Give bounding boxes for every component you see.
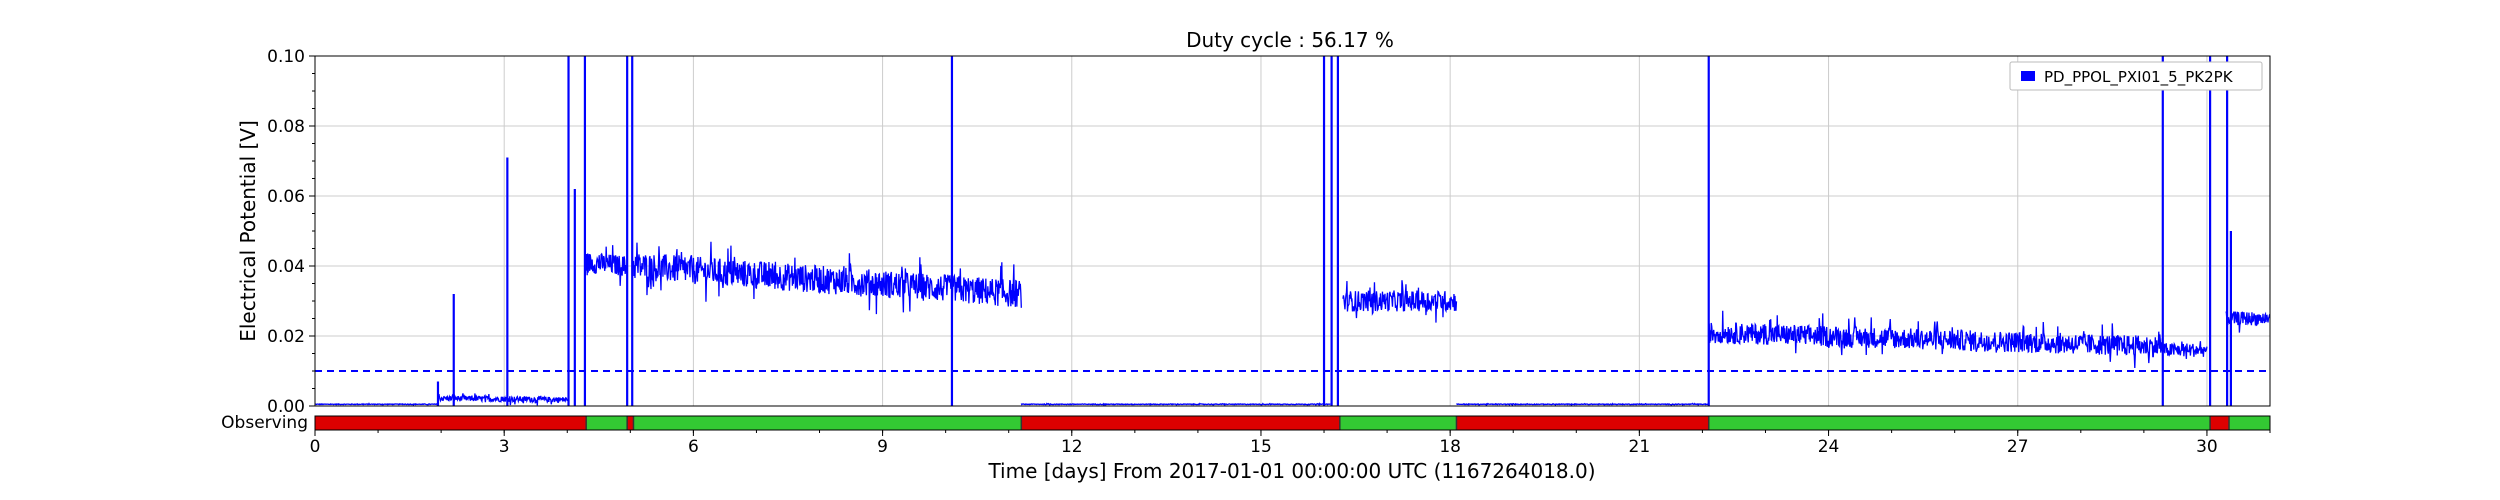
x-tick-label: 30 (2196, 437, 2218, 457)
y-axis-label: Electrical Potential [V] (236, 120, 260, 342)
state-segment-on (586, 416, 628, 430)
state-segment-on (633, 416, 1022, 430)
plot-area (314, 56, 2271, 407)
x-axis: 0 3 6 9 12 15 18 21 24 27 30 (310, 430, 2271, 457)
state-segment-off (1021, 416, 1340, 430)
state-bar (314, 415, 2271, 431)
series-line-segment (2162, 341, 2208, 359)
x-tick-label: 9 (877, 437, 888, 457)
state-bar-label: Observing (221, 413, 308, 433)
x-tick-label: 12 (1061, 437, 1083, 457)
x-tick-label: 21 (1629, 437, 1651, 457)
state-segment-off (2210, 416, 2230, 430)
state-segment-off (627, 416, 634, 430)
series-line-segment (1020, 402, 1331, 407)
plot-frame (314, 55, 2271, 407)
y-tick-label: 0.10 (267, 47, 305, 67)
legend-swatch (2021, 71, 2035, 81)
y-axis: 0.00 0.02 0.04 0.06 0.08 0.10 (267, 47, 315, 417)
state-segment-on (2229, 416, 2270, 430)
series-line-segment (632, 241, 1022, 315)
x-tick-label: 3 (499, 437, 510, 457)
series-line-segment (585, 245, 628, 286)
state-bar-frame (314, 415, 2271, 431)
x-tick-label: 15 (1250, 437, 1272, 457)
series-line-segment (2225, 311, 2271, 333)
state-segment-off (315, 416, 587, 430)
series-line-segment (1708, 310, 2164, 368)
grid (314, 55, 2270, 407)
series-line-segment (1456, 402, 1710, 407)
legend: PD_PPOL_PXI01_5_PK2PK (2009, 61, 2263, 91)
state-segment-on (1708, 416, 2211, 430)
x-tick-label: 0 (310, 437, 321, 457)
y-tick-label: 0.04 (267, 257, 305, 277)
chart-title: Duty cycle : 56.17 % (1186, 28, 1394, 52)
x-tick-label: 24 (1818, 437, 1840, 457)
legend-frame (2009, 61, 2263, 91)
series-line-segment (1342, 280, 1458, 323)
y-tick-label: 0.08 (267, 117, 305, 137)
x-tick-label: 18 (1439, 437, 1461, 457)
x-axis-label: Time [days] From 2017-01-01 00:00:00 UTC… (987, 459, 1595, 483)
x-tick-label: 27 (2007, 437, 2029, 457)
y-tick-label: 0.06 (267, 187, 305, 207)
series-line-segment (314, 402, 438, 407)
state-segment-off (1456, 416, 1709, 430)
x-tick-label: 6 (688, 437, 699, 457)
y-tick-label: 0.02 (267, 327, 305, 347)
y-tick-label: 0.00 (267, 397, 305, 417)
state-segment-on (1339, 416, 1457, 430)
legend-entry: PD_PPOL_PXI01_5_PK2PK (2044, 68, 2234, 87)
series-line-segment (437, 393, 568, 406)
